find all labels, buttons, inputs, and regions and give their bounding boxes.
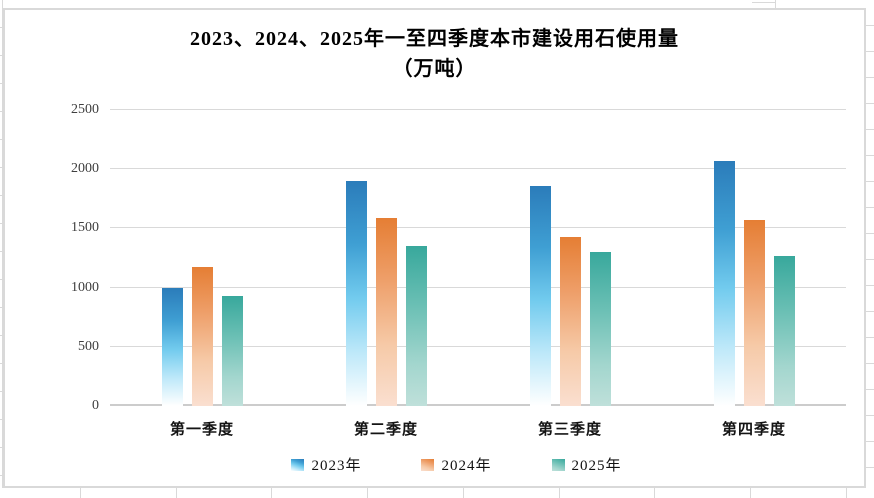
bar-series3-q4[interactable] bbox=[773, 255, 795, 406]
bar-series3-q3[interactable] bbox=[589, 252, 611, 406]
sheet-column-gridline bbox=[775, 0, 776, 8]
bar-series1-q4[interactable] bbox=[713, 160, 735, 406]
sheet-column-gridline bbox=[463, 488, 464, 498]
bar-group-3 bbox=[478, 110, 662, 406]
sheet-column-gridline bbox=[271, 488, 272, 498]
legend-item-2023年[interactable]: 2023年 bbox=[291, 454, 361, 475]
gridline-500 bbox=[110, 345, 846, 347]
y-tick-label-2500: 2500 bbox=[71, 102, 99, 117]
sheet-row-gridline bbox=[752, 2, 775, 3]
gridline-1000 bbox=[110, 286, 846, 288]
bar-series2-q3[interactable] bbox=[559, 237, 581, 406]
x-axis-label-q4: 第四季度 bbox=[721, 422, 786, 438]
gridline-2500 bbox=[110, 109, 846, 110]
bar-series1-q3[interactable] bbox=[529, 185, 551, 406]
chart-title: 2023、2024、2025年一至四季度本市建设用石使用量 （万吨） bbox=[5, 24, 864, 84]
y-axis: 0 500 1000 1500 2000 2500 bbox=[5, 102, 99, 413]
bar-series1-q2[interactable] bbox=[345, 181, 367, 406]
chart-area[interactable]: 2023、2024、2025年一至四季度本市建设用石使用量 （万吨） 0 500 1… bbox=[3, 8, 866, 488]
legend-item-2024年[interactable]: 2024年 bbox=[421, 454, 491, 475]
x-axis-label-q1: 第一季度 bbox=[169, 422, 234, 438]
gridline-1500 bbox=[110, 227, 846, 229]
x-axis: 第一季度 第二季度 第三季度 第四季度 bbox=[110, 418, 846, 440]
sheet-column-gridline bbox=[559, 488, 560, 498]
legend-swatch-icon bbox=[551, 458, 565, 471]
bar-series1-q1[interactable] bbox=[161, 287, 183, 406]
sheet-gridlines-right bbox=[866, 0, 874, 498]
legend-label: 2024年 bbox=[441, 458, 492, 474]
bar-group-4 bbox=[662, 110, 846, 406]
sheet-column-gridline bbox=[654, 488, 655, 498]
sheet-column-gridline bbox=[367, 488, 368, 498]
y-tick-label-1500: 1500 bbox=[71, 220, 99, 236]
legend-swatch-icon bbox=[291, 458, 305, 471]
sheet-column-gridline bbox=[176, 488, 177, 498]
y-tick-label-500: 500 bbox=[78, 338, 99, 354]
legend-label: 2025年 bbox=[571, 458, 622, 474]
x-axis-label-q3: 第三季度 bbox=[537, 422, 602, 438]
legend-label: 2023年 bbox=[311, 458, 362, 474]
gridline-2000 bbox=[110, 168, 846, 170]
x-axis-label-q2: 第二季度 bbox=[353, 422, 418, 438]
chart-legend: 2023年 2024年 2025年 bbox=[5, 454, 864, 475]
bar-series2-q1[interactable] bbox=[191, 266, 213, 406]
chart-title-line1: 2023、2024、2025年一至四季度本市建设用石使用量 bbox=[190, 28, 679, 50]
chart-title-line2: （万吨） bbox=[392, 58, 477, 80]
y-tick-label-1000: 1000 bbox=[71, 279, 99, 295]
sheet-column-gridline bbox=[750, 488, 751, 498]
y-tick-label-2000: 2000 bbox=[71, 161, 99, 177]
sheet-column-gridline bbox=[846, 488, 847, 498]
sheet-gridlines-bottom bbox=[0, 488, 874, 498]
plot-area bbox=[110, 109, 846, 406]
legend-item-2025年[interactable]: 2025年 bbox=[551, 454, 622, 475]
sheet-column-gridline bbox=[80, 488, 81, 498]
gridline-0 bbox=[110, 404, 846, 406]
bar-group-2 bbox=[294, 110, 478, 406]
bar-series3-q2[interactable] bbox=[405, 245, 427, 406]
bar-group-1 bbox=[110, 110, 294, 406]
bar-series2-q2[interactable] bbox=[375, 218, 397, 406]
bar-series3-q1[interactable] bbox=[221, 296, 243, 406]
sheet-gridlines-left bbox=[0, 0, 3, 498]
legend-swatch-icon bbox=[421, 458, 435, 471]
bar-series2-q4[interactable] bbox=[743, 219, 765, 406]
y-tick-label-0: 0 bbox=[92, 398, 99, 413]
